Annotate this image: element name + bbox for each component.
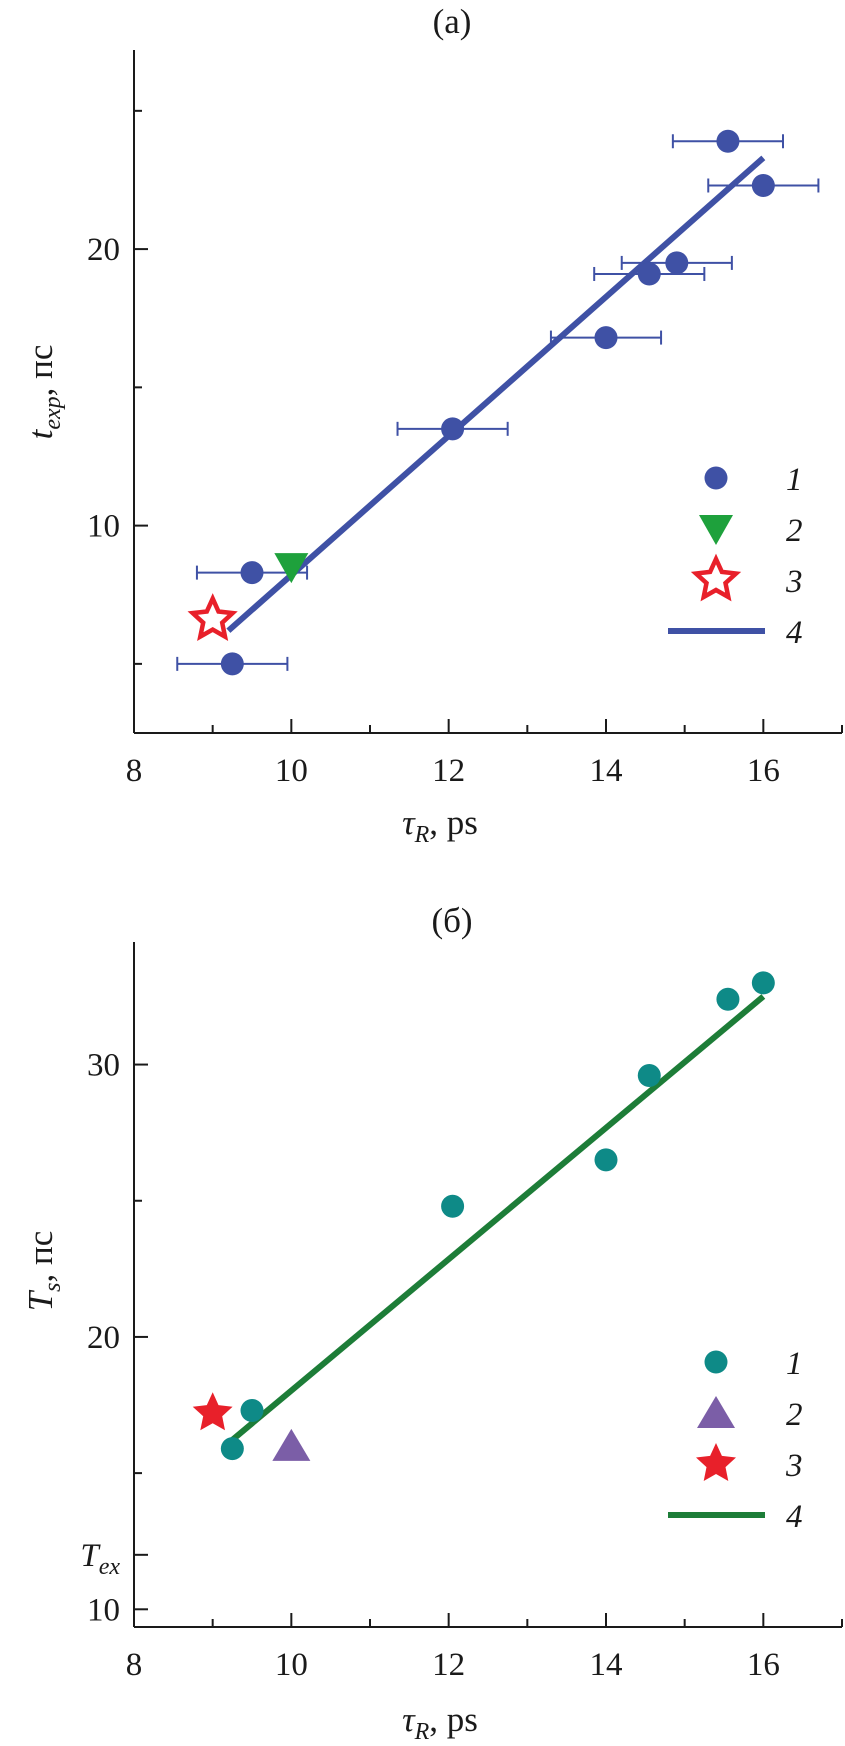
- legend-label: 3: [785, 564, 803, 600]
- legend-label: 1: [786, 1346, 803, 1382]
- data-point-series-1: [751, 173, 775, 197]
- legend-label: 3: [785, 1448, 803, 1484]
- legend-label: 2: [786, 513, 803, 549]
- data-point-series-3: [187, 593, 238, 641]
- fit-line: [226, 155, 766, 633]
- data-point-series-1: [441, 417, 465, 441]
- legend-marker-3: [690, 553, 742, 602]
- y-axis-label: texp, пс: [21, 345, 66, 440]
- y-axis-label: Ts, пс: [21, 1231, 66, 1312]
- data-point-series-1: [240, 1398, 264, 1422]
- x-tick-label: 16: [747, 753, 780, 789]
- x-tick-label: 12: [432, 753, 465, 789]
- data-point-series-1: [751, 971, 775, 995]
- fit-line: [226, 994, 766, 1446]
- x-axis-label: τR, ps: [402, 803, 478, 848]
- x-tick-label: 10: [275, 1647, 308, 1683]
- data-point-series-2: [274, 553, 309, 584]
- data-point-series-1: [594, 326, 618, 350]
- data-point-series-1: [594, 1148, 618, 1172]
- data-point-series-1: [441, 1194, 465, 1218]
- legend-marker-3: [696, 1443, 736, 1481]
- legend-label: 2: [786, 1397, 803, 1433]
- legend-marker-2: [697, 1396, 735, 1428]
- legend-marker-2: [699, 515, 733, 545]
- data-point-series-2: [272, 1428, 311, 1461]
- data-point-series-1: [637, 262, 661, 286]
- y-tick-label: 30: [87, 1048, 120, 1084]
- y-tick-label: 10: [87, 509, 120, 545]
- y-tick-label: 20: [87, 1320, 120, 1356]
- x-tick-label: 12: [432, 1647, 465, 1683]
- y-tick-label-tex: Tex: [80, 1538, 120, 1580]
- legend-label: 4: [786, 615, 803, 651]
- data-point-series-1: [240, 561, 264, 585]
- data-point-series-1: [220, 652, 244, 676]
- legend-marker-1: [704, 1350, 728, 1374]
- x-axis-label: τR, ps: [402, 1700, 478, 1745]
- chart-title: (a): [433, 2, 472, 41]
- x-tick-label: 16: [747, 1647, 780, 1683]
- y-tick-label: 10: [87, 1592, 120, 1628]
- data-point-series-1: [716, 987, 740, 1011]
- x-tick-label: 14: [590, 753, 623, 789]
- chart-title: (б): [431, 901, 472, 940]
- legend-label: 1: [786, 462, 803, 498]
- data-point-series-3: [192, 1392, 233, 1431]
- data-point-series-1: [665, 251, 689, 275]
- data-point-series-1: [716, 129, 740, 153]
- data-point-series-1: [220, 1437, 244, 1461]
- x-tick-label: 10: [275, 753, 308, 789]
- y-tick-label: 20: [87, 232, 120, 268]
- legend-label: 4: [786, 1499, 803, 1535]
- x-tick-label: 14: [590, 1647, 623, 1683]
- legend-marker-1: [704, 466, 728, 490]
- x-tick-label: 8: [126, 1647, 143, 1683]
- x-tick-label: 8: [126, 753, 143, 789]
- data-point-series-1: [637, 1063, 661, 1087]
